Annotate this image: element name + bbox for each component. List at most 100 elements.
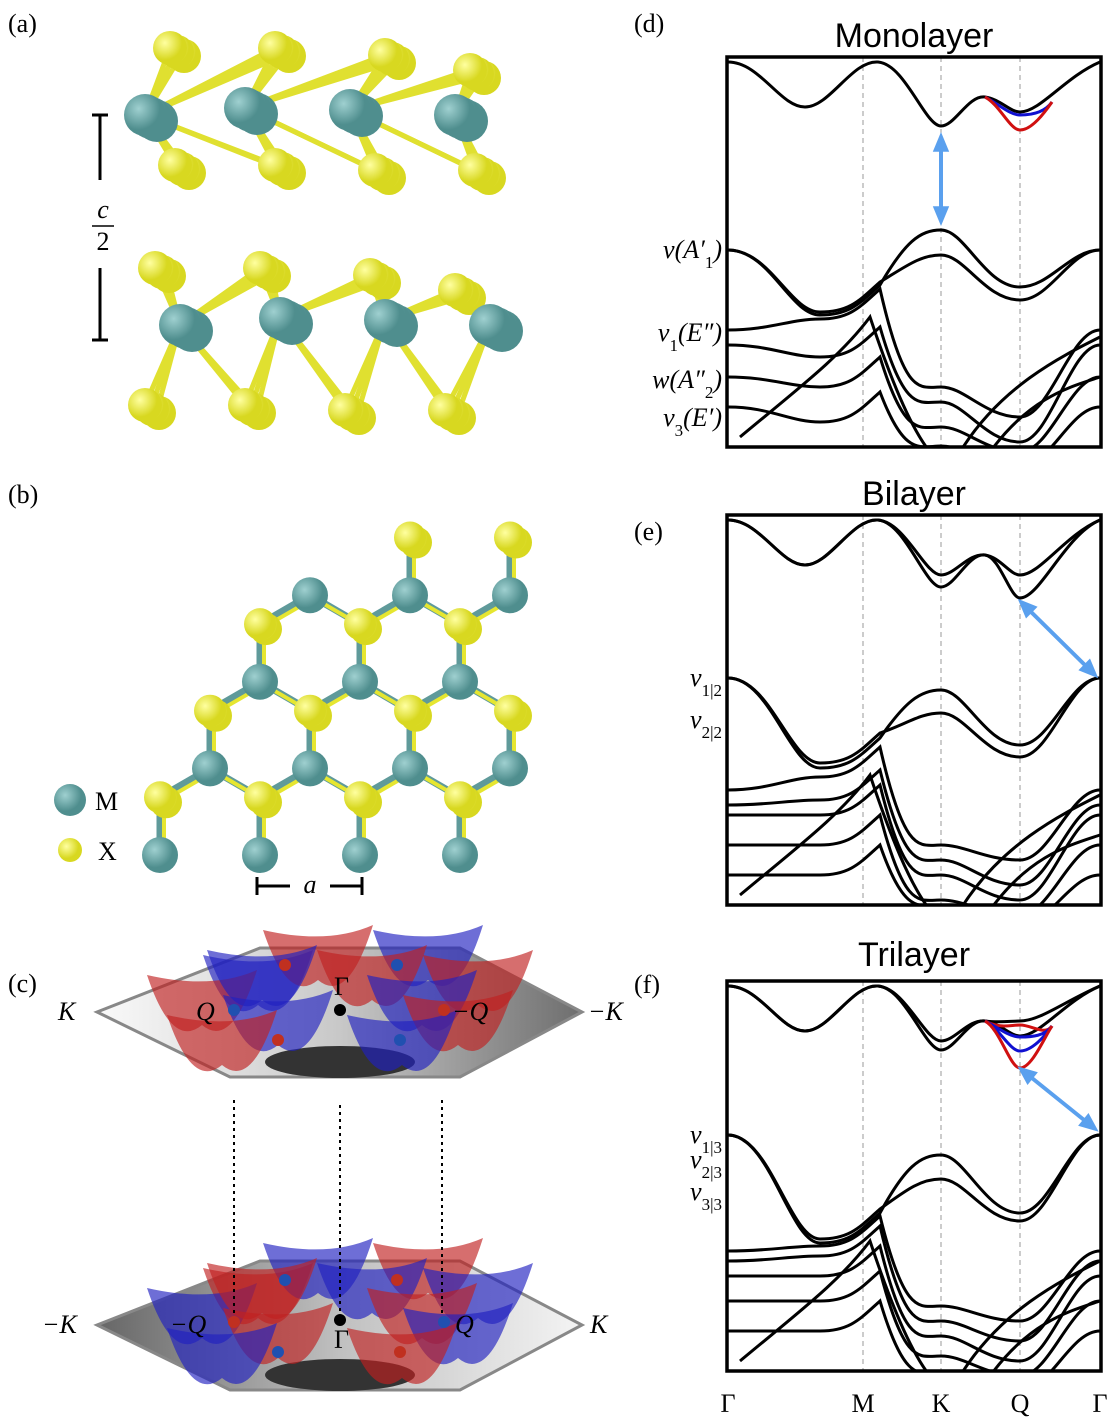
band [992,375,1101,446]
x-atom [394,521,426,554]
legend-label: X [98,837,117,866]
label-subscript: 1|2 [702,681,722,700]
x-tick-label: Γ [1092,1389,1107,1418]
label-text: v [663,403,675,432]
k-point-label: K [589,1310,609,1339]
label-text: v [690,1145,702,1174]
x-atom [458,153,492,187]
band [728,1298,1101,1371]
m-atom [124,94,166,136]
m-atom [242,837,278,873]
arrow-head [932,206,950,226]
label-text: v [690,1177,702,1206]
band-label: v1(E″) [658,318,722,355]
label-tail: (E″) [678,318,722,347]
k-point [394,1034,406,1046]
spacing-bar [92,113,108,342]
panel-a [124,31,523,435]
bands [727,984,1101,1371]
m-atom [329,89,371,131]
x-atom [444,608,476,641]
bands [727,60,1101,446]
valley-bowl [167,1323,277,1385]
x-atom [228,388,262,422]
x-atom [244,781,276,814]
k-point [438,1316,450,1328]
label-subscript: 3|3 [702,1195,722,1214]
band [728,782,1101,902]
valley-band [984,1019,1054,1053]
label-text: v [690,705,702,734]
k-point-label: Q [455,1310,474,1339]
m-atom [442,663,478,700]
panel-title: Bilayer [862,475,966,513]
label-text: v [658,318,670,347]
m-atom [224,87,266,129]
band [727,1243,1101,1363]
bands [727,518,1101,905]
x-atom [438,273,472,307]
x-atom [344,608,376,641]
k-point-label: −Q [170,1310,207,1339]
k-point [228,1316,240,1328]
panel-b [54,521,532,873]
m-atom [342,663,378,700]
x-atom [344,781,376,814]
x-tick-label: Q [1011,1389,1030,1418]
label-subscript: 1 [705,253,714,272]
m-atom [242,663,278,700]
plot-frame [725,979,1103,1373]
band [727,1133,1101,1245]
band [727,1213,1101,1323]
x-atom [368,38,402,72]
band [727,518,1101,600]
band [727,767,1101,887]
band-plot: v(A′1)v1(E″)w(A″2)v3(E′) [652,55,1103,449]
arrow-head [1017,598,1038,619]
band [962,335,1101,446]
band [739,771,929,905]
valley-bowl [167,1010,277,1072]
m-atom [142,837,178,873]
band-label: v(A′1) [663,235,722,272]
x-atom [294,694,326,727]
label-subscript: 1 [669,336,678,355]
x-atom [194,694,226,727]
band-label: v3(E′) [663,403,722,440]
x-atom [428,393,462,427]
m-atom [434,94,476,136]
m-atom [292,750,328,787]
label-tail: ) [711,235,722,264]
lattice-label: a [304,870,317,899]
band-label: w(A″2) [652,365,722,402]
m-atom [292,577,328,614]
band-label: v3|3 [690,1177,722,1214]
k-point [391,959,403,971]
band-plot: v1|3v2|3v3|3 [690,979,1103,1373]
band [961,1259,1101,1371]
band [961,793,1101,905]
k-point-label: Γ [334,1325,349,1354]
k-point [334,1004,346,1016]
band-panels: v(A′1)v1(E″)w(A″2)v3(E′)v1|2v2|2v1|3v2|3… [652,55,1108,1418]
k-point [228,1004,240,1016]
x-atom [353,258,387,292]
valley-band [984,95,1054,132]
band [739,1237,929,1371]
label-text: w(A″ [652,365,706,394]
label-subscript: 3 [675,421,684,440]
band [727,812,1101,905]
fraction-numerator: c [97,195,109,224]
band [727,1133,1101,1241]
m-atom [392,577,428,614]
m-atom [159,304,201,346]
band [739,313,928,446]
k-point [334,1314,346,1326]
band-label: v2|2 [690,705,722,742]
panel-label: (d) [634,9,664,38]
label-subscript: 2 [705,383,714,402]
legend-x [58,838,82,862]
label-tail: (E′) [683,403,722,432]
arrow-head [932,132,950,152]
